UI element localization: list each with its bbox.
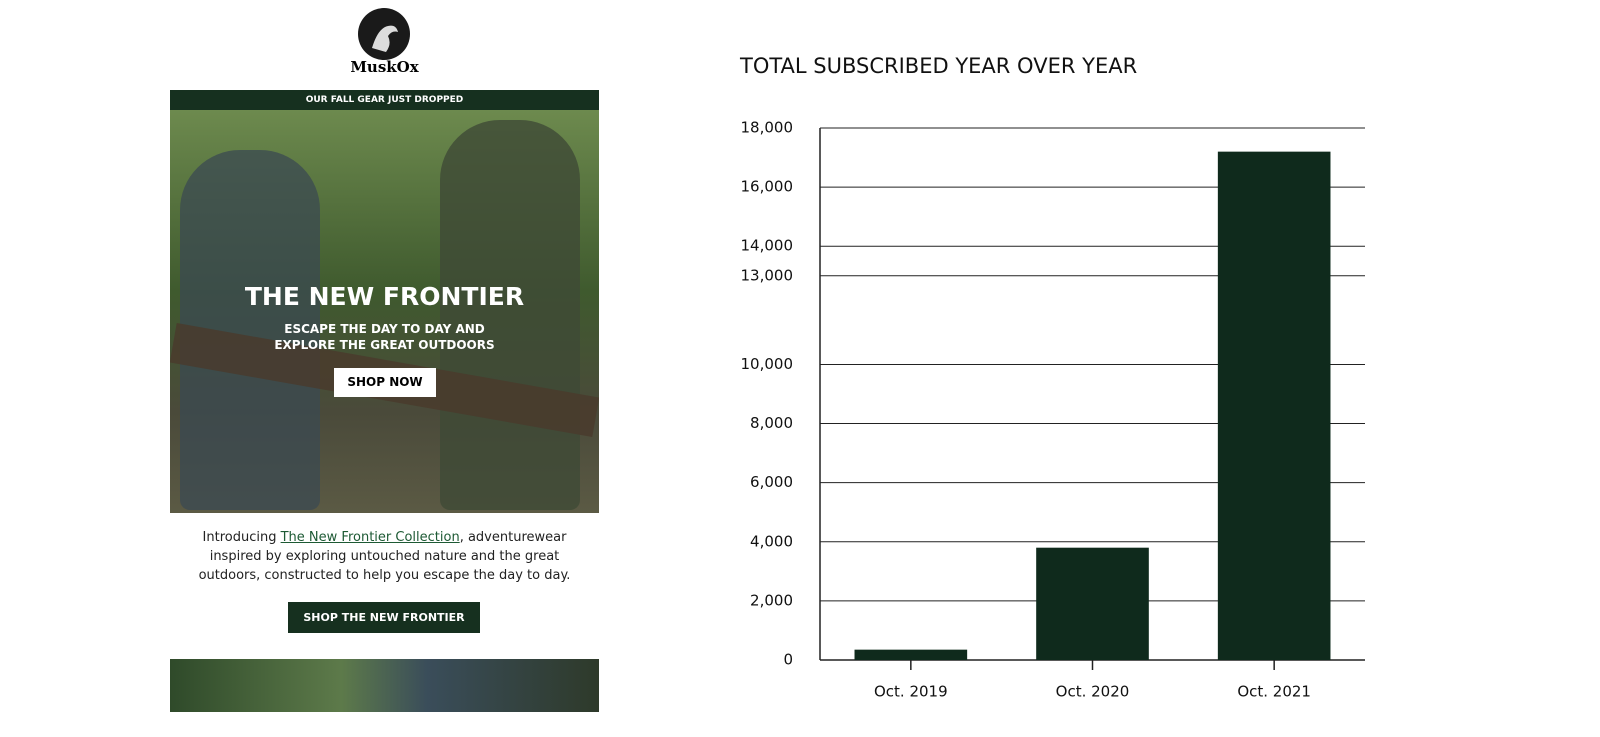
y-tick-label: 10,000 [741,355,794,373]
chart-title: TOTAL SUBSCRIBED YEAR OVER YEAR [739,54,1137,78]
x-tick-label: Oct. 2020 [1056,683,1130,701]
chart: TOTAL SUBSCRIBED YEAR OVER YEAR 0 2,000 4,… [739,54,1365,701]
banner: OUR FALL GEAR JUST DROPPED [170,90,599,110]
y-tick-label: 4,000 [750,532,793,550]
x-tick-label: Oct. 2021 [1237,683,1311,701]
hero-subtitle: EXPLORE THE GREAT OUTDOORS [274,338,495,352]
intro-text: Introducing [202,530,281,545]
logo-text: MuskOx [350,58,419,76]
hero-image: THE NEW FRONTIER ESCAPE THE DAY TO DAY A… [170,110,599,513]
intro-text: , adventurewear inspired by exploring un… [198,530,571,583]
y-tick-label: 0 [783,651,793,669]
bar [1036,547,1149,660]
y-tick-label: 16,000 [741,178,794,196]
y-tick-label: 14,000 [741,237,794,255]
bar [854,649,968,660]
second-image [170,659,599,712]
cta-button[interactable]: SHOP THE NEW FRONTIER [288,602,480,633]
bar [1217,151,1331,660]
logo-icon [358,8,410,60]
y-tick-label: 8,000 [750,414,793,432]
y-tick-label: 18,000 [741,119,794,137]
y-tick-label: 2,000 [750,591,793,609]
x-tick-label: Oct. 2019 [874,683,948,701]
y-tick-label: 13,000 [741,266,794,284]
intro: Introducing The New Frontier Collection,… [190,528,579,585]
hero-button[interactable]: SHOP NOW [334,368,436,397]
y-tick-label: 6,000 [750,473,793,491]
intro-link[interactable]: The New Frontier Collection [280,530,460,545]
email: MuskOx OUR FALL GEAR JUST DROPPED THE NE… [170,0,599,737]
hero-title: THE NEW FRONTIER [244,282,525,311]
hero-subtitle: ESCAPE THE DAY TO DAY AND [284,322,485,336]
